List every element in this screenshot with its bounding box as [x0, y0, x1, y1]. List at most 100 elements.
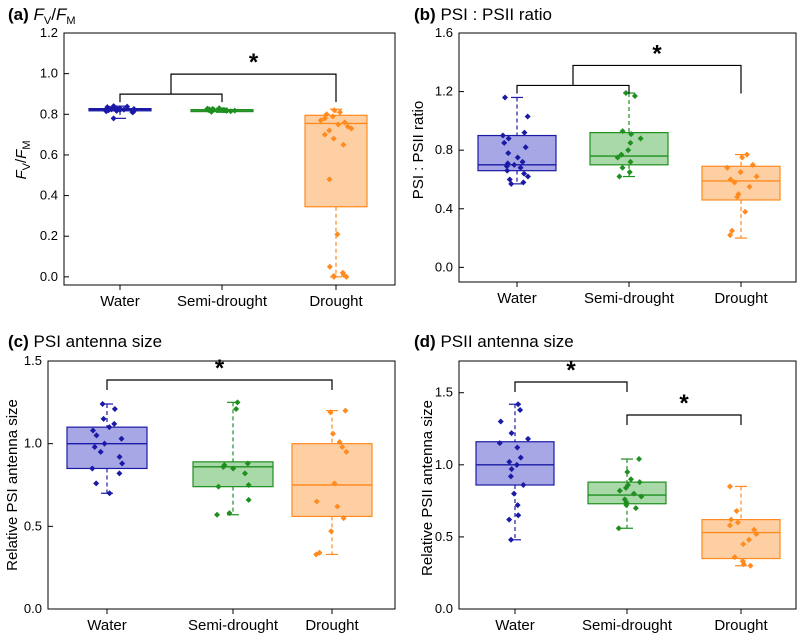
panel-d-drought-point — [740, 561, 747, 568]
panel-d-drought-point — [740, 541, 747, 548]
panel-a-drought-point — [341, 119, 348, 126]
panel-b-water-point — [501, 139, 508, 146]
panel-a-ytick-label: 1.2 — [40, 25, 58, 40]
panel-a-drought-point — [330, 272, 337, 279]
panel-b-water-point — [520, 179, 527, 186]
panel-c-drought-point — [313, 498, 320, 505]
panel-a-drought-point — [340, 141, 347, 148]
panel-c-drought-point — [329, 430, 336, 437]
panel-b-drought-point — [753, 173, 760, 180]
panel-a-bracket-main — [170, 73, 337, 103]
panel-d-semi-drought-point — [638, 493, 645, 500]
panel-a-water-point — [104, 104, 111, 111]
panel-d-drought-point — [726, 483, 733, 490]
panel-b-water-point — [524, 173, 531, 180]
panel-d-water-point — [507, 473, 514, 480]
panel-d-water-point — [510, 490, 517, 497]
panel-a-drought-point — [334, 231, 341, 238]
panel-d-water-point — [506, 516, 513, 523]
panel-a-water-point — [110, 115, 117, 122]
panel-c-drought-point — [343, 448, 350, 455]
panel-b-water-point — [514, 154, 521, 161]
panel-d-semi-drought-point — [616, 487, 623, 494]
panel-c-water-point — [111, 405, 118, 412]
panel-d-semi-drought-point — [630, 490, 637, 497]
panel-d-water-point — [514, 444, 521, 451]
panel-c-semi-drought-box — [192, 461, 274, 488]
panel-b-drought-point — [737, 169, 744, 176]
panel-b-water-point — [505, 135, 512, 142]
panel-c-plot: 0.0 0.5 1.0 1.5 Water Semi-drought Drought * — [24, 353, 396, 634]
panel-b: (b) PSI : PSII ratio PSI : PSII ratio 0.… — [410, 5, 797, 307]
panel-b-water-point — [508, 180, 515, 187]
panel-d-water-point — [508, 536, 515, 543]
panel-b-semi-drought-point — [619, 128, 626, 135]
panel-b-xtick-label: Drought — [714, 290, 768, 307]
panel-c-semi-drought-point — [245, 496, 252, 503]
panel-d-semi-drought-point — [623, 502, 630, 509]
panel-d-drought-point — [734, 519, 741, 526]
panel-a-water-point — [130, 106, 137, 113]
panel-b-water-point — [519, 158, 526, 165]
panel-c-water-point — [91, 443, 98, 450]
panel-a-semi-drought-point — [209, 106, 216, 113]
panel-b-water-point — [522, 144, 529, 151]
panel-d-water-box — [475, 441, 555, 486]
panel-b-ytick-label: 0.4 — [435, 201, 453, 216]
panel-c-frame — [47, 360, 396, 610]
panel-c-water-point — [89, 465, 96, 472]
panel-c-drought-point — [334, 503, 341, 510]
panel-a-water-point — [124, 103, 131, 110]
panel-d-drought-point — [731, 554, 738, 561]
panel-a-drought-box — [304, 114, 368, 208]
panel-d-water-point — [515, 512, 522, 519]
panel-c-water-point — [106, 424, 113, 431]
panel-b-water-point — [521, 170, 528, 177]
panel-a-semi-drought-point — [204, 105, 211, 112]
panel-d-title: (d) PSII antenna size — [414, 332, 574, 351]
panel-d-ytick-label: 0.5 — [435, 529, 453, 544]
panel-c-water-point — [100, 415, 107, 422]
panel-c-semi-drought-point — [220, 463, 227, 470]
panel-c-semi-drought-point — [241, 470, 248, 477]
panel-c-semi-drought-point — [226, 510, 233, 517]
panel-b-xtick-label: Semi-drought — [584, 290, 675, 307]
panel-d: (d) PSII antenna size Relative PSII ante… — [414, 332, 797, 634]
panel-b-drought-point — [734, 194, 741, 201]
panel-a-plot: 0.0 0.2 0.4 0.6 0.8 1.0 1.2 Water Semi-drought Dr… — [40, 25, 396, 310]
panel-c-water-box — [66, 426, 148, 470]
panel-c-semi-drought-point — [233, 405, 240, 412]
panel-c-drought-point — [328, 528, 335, 535]
panel-b-semi-drought-point — [627, 158, 634, 165]
panel-d-ylabel: Relative PSII antenna size — [419, 400, 436, 576]
panel-b-drought-point — [728, 227, 735, 234]
panel-b-water-point — [521, 129, 528, 136]
panel-d-bracket — [626, 414, 742, 425]
panel-d-water-point — [517, 454, 524, 461]
panel-d-bracket-star: * — [679, 390, 689, 417]
panel-c-semi-drought-point — [244, 460, 251, 467]
panel-b-bracket-star: * — [652, 40, 662, 67]
panel-d-bracket — [514, 381, 628, 392]
panel-b-semi-drought-point — [637, 135, 644, 142]
panel-b-drought-point — [743, 151, 750, 158]
panel-d-drought-point — [726, 522, 733, 529]
panel-c-drought-point — [339, 443, 346, 450]
panel-c-ylabel: Relative PSI antenna size — [4, 399, 21, 571]
panel-d-semi-drought-point — [627, 476, 634, 483]
panel-c-semi-drought-point — [215, 483, 222, 490]
panel-d-drought-point — [751, 526, 758, 533]
panel-c: (c) PSI antenna size Relative PSI antenn… — [4, 332, 396, 634]
panel-b-ylabel: PSI : PSII ratio — [410, 101, 427, 199]
panel-b-semi-drought-point — [614, 154, 621, 161]
panel-c-water-point — [119, 460, 126, 467]
panel-a-ytick-label: 1.0 — [40, 66, 58, 81]
panel-b-semi-drought-point — [626, 169, 633, 176]
panel-a-drought-point — [321, 115, 328, 122]
panel-d-semi-drought-point — [615, 525, 622, 532]
panel-d-water-point — [513, 461, 520, 468]
panel-c-water-point — [93, 480, 100, 487]
panel-d-water-point — [506, 458, 513, 465]
panel-b-title: (b) PSI : PSII ratio — [414, 5, 552, 24]
panel-d-ytick-label: 0.0 — [435, 601, 453, 616]
